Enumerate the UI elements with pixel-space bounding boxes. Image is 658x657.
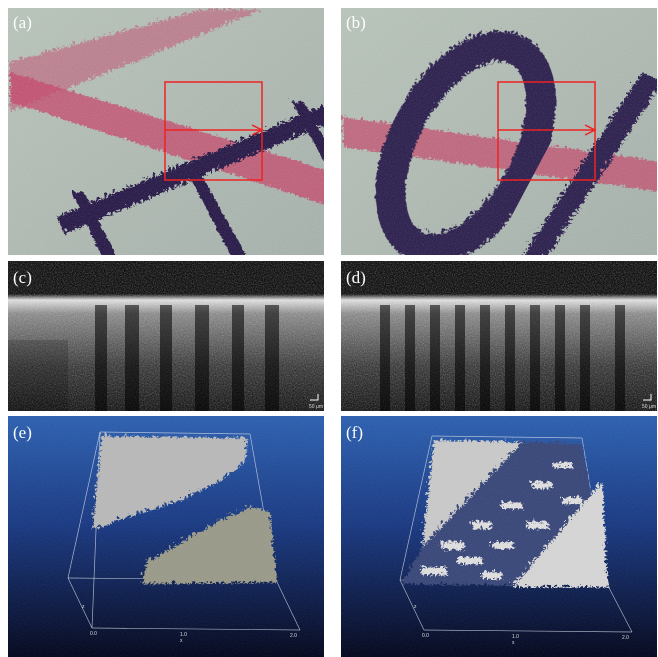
photo-b [341, 8, 658, 271]
oct-c [8, 261, 324, 411]
tick-label: 0.0 [422, 633, 429, 639]
scale-bar-label: 50 μm [309, 404, 323, 410]
oct-d [341, 261, 657, 411]
panel-label: (c) [13, 268, 32, 287]
panel-label: (d) [346, 268, 366, 287]
tick-label: 2.0 [622, 635, 629, 641]
panel-label: (e) [13, 423, 32, 442]
tick-label: 1.0 [180, 632, 187, 638]
render-e [8, 416, 324, 657]
tick-label: 1.0 [512, 634, 519, 640]
panel-label: (a) [13, 13, 32, 32]
tick-label: 2.0 [290, 633, 297, 639]
figure: (a) (b) (c) 50 μm (d) 50 μm (e) z x 0.0 … [0, 0, 658, 657]
photo-a [8, 8, 330, 255]
panel-label: (f) [346, 423, 363, 442]
scale-bar-label: 50 μm [642, 404, 656, 410]
panel-label: (b) [346, 13, 366, 32]
render-f [341, 416, 657, 657]
tick-label: 0.0 [90, 631, 97, 637]
